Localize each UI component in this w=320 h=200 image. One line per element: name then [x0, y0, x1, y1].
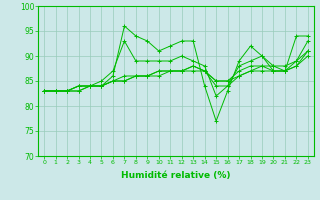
X-axis label: Humidité relative (%): Humidité relative (%)	[121, 171, 231, 180]
